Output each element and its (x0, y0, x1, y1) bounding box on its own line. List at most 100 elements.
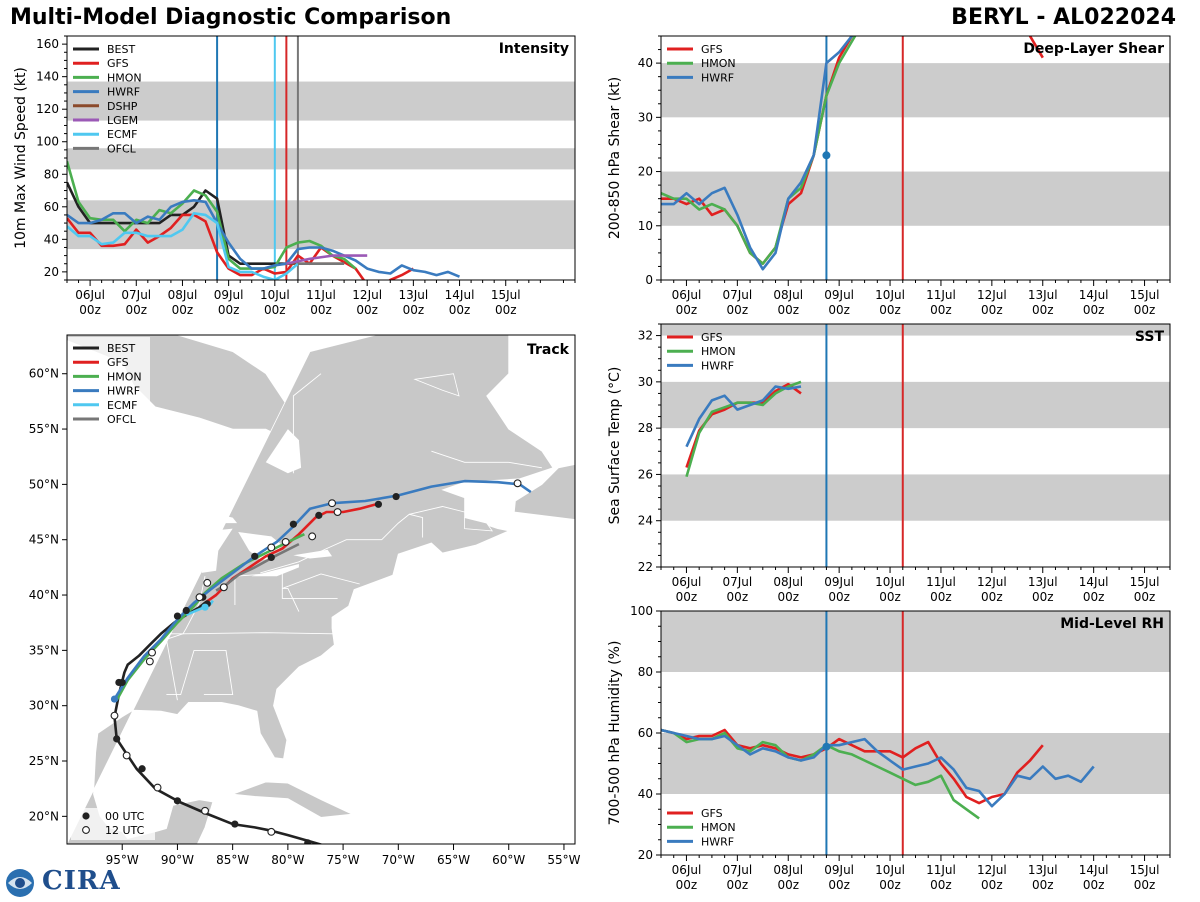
lake-ontario (293, 549, 332, 559)
x-tick-label-hour: 00z (79, 303, 101, 317)
y-tick-label: 25°N (29, 754, 59, 768)
y-tick-label: 80 (638, 665, 653, 679)
y-tick-label: 0 (645, 273, 653, 287)
panel-title: Mid-Level RH (1060, 616, 1164, 632)
shaded-band (661, 171, 1170, 226)
shaded-band (67, 200, 575, 250)
legend-label-hmon: HMON (107, 370, 142, 383)
series-line-hmon (67, 160, 357, 270)
x-tick-label: 10Jul (875, 288, 905, 302)
shaded-band (661, 474, 1170, 521)
x-tick-label: 15Jul (1130, 575, 1160, 589)
series-group (661, 36, 1044, 271)
x-tick-label: 13Jul (398, 288, 428, 302)
legend-label-hmon: HMON (701, 345, 736, 358)
x-tick-label: 80°W (271, 853, 304, 867)
sst-panel: 22242628303206Jul00z07Jul00z08Jul00z09Ju… (607, 323, 1171, 604)
intensity-panel: 2040608010012014016006Jul00z07Jul00z08Ju… (13, 35, 576, 317)
marker-12utc (513, 479, 522, 488)
x-tick-label-hour: 00z (930, 303, 952, 317)
marker-12utc (219, 583, 228, 592)
y-tick-label: 55°N (29, 422, 59, 436)
border-quebec (292, 373, 322, 474)
x-tick-label: 07Jul (722, 288, 752, 302)
legend-label-ecmf: ECMF (107, 128, 137, 141)
y-tick-label: 40 (44, 232, 59, 246)
track-line-hwrf (113, 479, 532, 700)
x-tick-label-hour: 00z (727, 878, 749, 892)
x-tick-label-hour: 00z (981, 878, 1003, 892)
shaded-band (67, 81, 575, 121)
y-tick-label: 60 (638, 726, 653, 740)
legend-label-best: BEST (107, 43, 135, 56)
legend-label-hmon: HMON (107, 71, 142, 84)
series-line-best (67, 181, 287, 266)
storm-id-title: BERYL - AL022024 (951, 5, 1176, 30)
x-tick-label: 70°W (382, 853, 415, 867)
x-tick-label: 11Jul (926, 863, 956, 877)
init-point (822, 742, 831, 751)
x-tick-label: 07Jul (121, 288, 151, 302)
x-tick-label: 15Jul (491, 288, 521, 302)
marker-12utc (267, 543, 276, 552)
x-tick-label: 08Jul (773, 575, 803, 589)
y-tick-label: 20°N (29, 809, 59, 823)
marker-00utc (182, 606, 190, 615)
marker-00utc (267, 553, 275, 562)
marker-12utc (122, 751, 131, 760)
series-line-hmon (685, 380, 802, 478)
x-tick-label: 90°W (161, 853, 194, 867)
x-tick-label-hour: 00z (1083, 878, 1105, 892)
x-tick-label-hour: 00z (1083, 303, 1105, 317)
y-tick-label: 120 (36, 102, 59, 116)
legend-box (68, 337, 150, 429)
x-tick-label-hour: 00z (1032, 878, 1054, 892)
x-tick-label: 12Jul (977, 863, 1007, 877)
series-group (661, 728, 1095, 820)
x-tick-label-hour: 00z (727, 303, 749, 317)
figure-title: Multi-Model Diagnostic Comparison (10, 5, 452, 30)
y-axis-label: Sea Surface Temp (°C) (607, 367, 623, 525)
y-tick-label: 40°N (29, 588, 59, 602)
panel-title: Track (527, 342, 570, 358)
y-tick-label: 140 (36, 70, 59, 84)
y-tick-label: 100 (36, 135, 59, 149)
y-tick-label: 50°N (29, 477, 59, 491)
legend-label-dshp: DSHP (107, 100, 138, 113)
border-midwest (234, 572, 338, 605)
x-tick-label-hour: 00z (403, 303, 425, 317)
border-northeast (282, 573, 360, 612)
series-line-hwrf (661, 36, 854, 271)
series-line-hwrf (67, 199, 461, 278)
marker-12utc (333, 508, 342, 516)
y-tick-label: 30°N (29, 699, 59, 713)
track-line-best (113, 601, 324, 844)
legend-label-gfs: GFS (701, 43, 723, 56)
marker-12utc (110, 711, 119, 720)
shaded-band (661, 63, 1170, 118)
marker-00utc (138, 765, 146, 773)
legend-label-hwrf: HWRF (107, 385, 140, 398)
y-tick-label: 80 (44, 167, 59, 181)
legend-label-gfs: GFS (107, 356, 129, 369)
series-line-hmon (661, 36, 857, 266)
border-ontario (123, 412, 233, 454)
marker-00utc (173, 612, 182, 620)
marker-00utc (304, 839, 312, 844)
series-group (67, 160, 461, 280)
legend-label-hwrf: HWRF (701, 359, 734, 372)
x-tick-label-hour: 00z (930, 878, 952, 892)
y-axis-label: 700-500 hPa Humidity (%) (607, 641, 623, 826)
marker-12utc (281, 537, 290, 546)
y-tick-label: 20 (638, 165, 653, 179)
x-tick-label-hour: 00z (981, 303, 1003, 317)
border-states-west (105, 495, 128, 673)
marker-00utc (113, 735, 121, 743)
y-tick-label: 20 (638, 848, 653, 862)
x-tick-label-hour: 00z (828, 878, 850, 892)
legend-label-lgem: LGEM (107, 114, 138, 127)
